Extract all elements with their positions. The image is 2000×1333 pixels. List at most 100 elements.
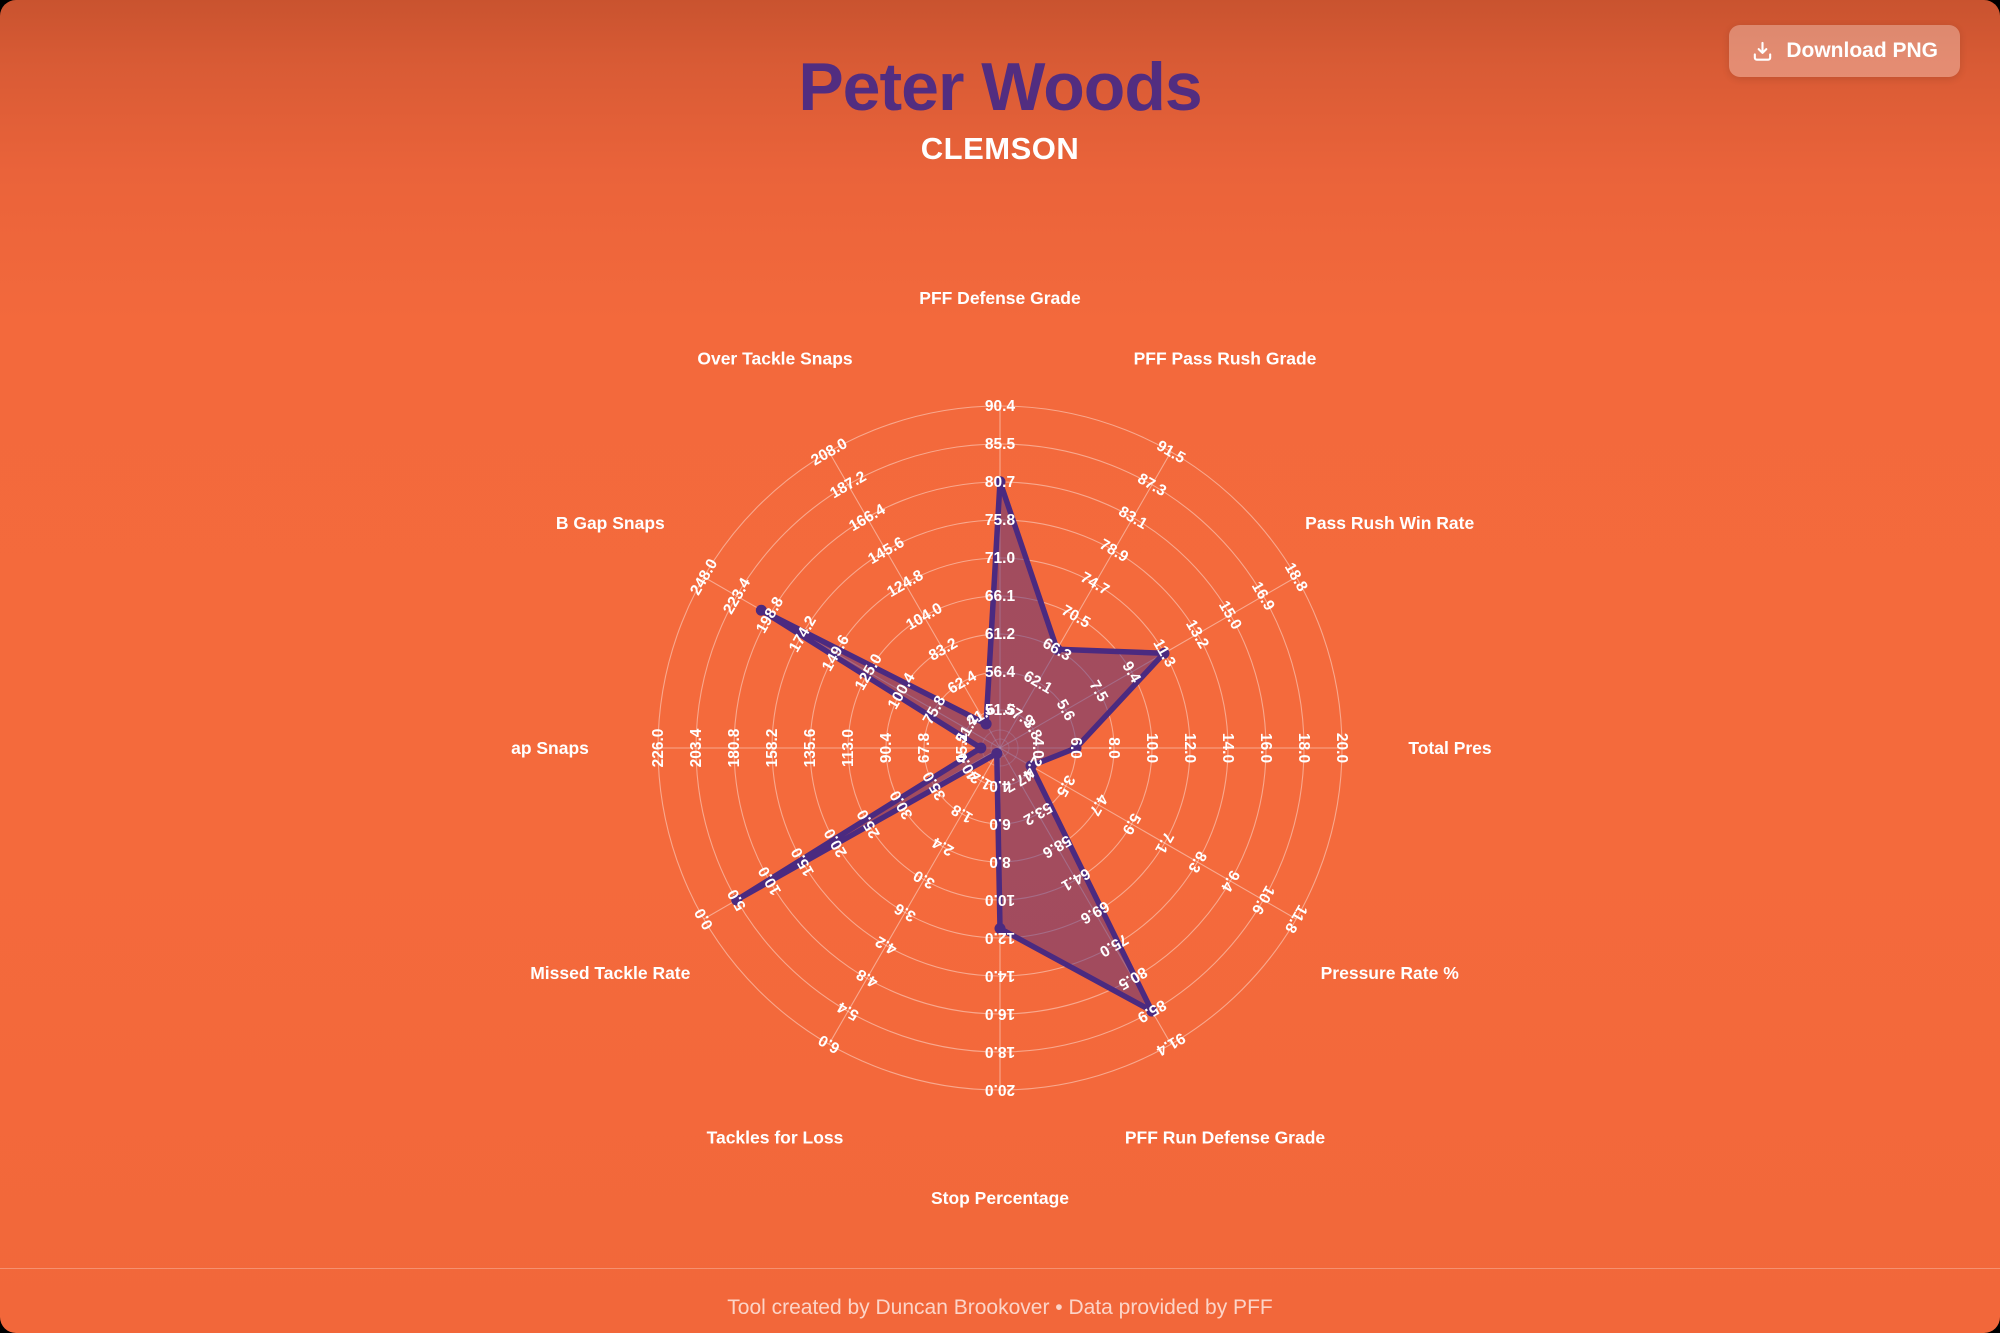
axis-label: Over Tackle Snaps	[697, 348, 853, 368]
tick-label: 78.9	[1096, 536, 1131, 566]
tick-label: 90.4	[878, 733, 895, 764]
tick-label: 2.4	[929, 833, 956, 859]
tick-label: 113.0	[840, 729, 857, 767]
tick-label: 3.0	[911, 866, 938, 892]
tick-label: 8.0	[1105, 737, 1122, 759]
vertex-dot	[731, 894, 743, 906]
download-button-label: Download PNG	[1786, 39, 1938, 62]
tick-label: 10.0	[985, 891, 1015, 908]
tick-label: 9.4	[1217, 867, 1243, 894]
tick-label: 180.8	[726, 728, 743, 767]
tick-label: 10.6	[1248, 882, 1278, 917]
vertex-dot	[975, 742, 987, 754]
tick-label: 248.0	[687, 556, 721, 598]
tick-label: 66.1	[985, 588, 1016, 605]
axis-label: Stop Percentage	[931, 1188, 1069, 1208]
tick-label: 6.0	[1067, 737, 1084, 759]
vertex-dot	[994, 476, 1006, 488]
tick-label: 16.0	[1257, 733, 1274, 763]
tick-label: 83.1	[1115, 503, 1150, 533]
tick-label: 8.0	[989, 853, 1011, 870]
tick-label: 5.9	[1118, 810, 1144, 837]
tick-label: 6.0	[816, 1031, 843, 1057]
tick-label: 51.5	[985, 702, 1016, 719]
tick-label: 226.0	[650, 729, 667, 768]
tick-label: 145.6	[865, 534, 907, 568]
tick-label: 4.8	[853, 965, 880, 991]
vertex-dot	[991, 747, 1003, 759]
tick-label: 62.4	[945, 668, 980, 698]
tick-label: 3.6	[891, 899, 918, 925]
tick-label: 16.0	[985, 1005, 1015, 1022]
download-icon	[1751, 40, 1774, 63]
tick-label: 45.2	[954, 733, 971, 763]
tick-label: 91.5	[1153, 437, 1188, 467]
tick-label: 4.7	[1086, 791, 1112, 818]
vertex-dot	[1146, 1005, 1158, 1017]
tick-label: 5.0	[724, 886, 750, 913]
tick-label: 18.0	[985, 1043, 1015, 1060]
axis-label: Total Pres	[1408, 738, 1492, 758]
tick-label: 87.3	[1134, 470, 1169, 500]
vertex-dot	[980, 718, 992, 730]
tick-label: 0.0	[691, 905, 717, 932]
vertex-dot	[1158, 647, 1170, 659]
tick-label: 166.4	[846, 501, 888, 535]
tick-label: 4.0	[989, 777, 1011, 794]
tick-label: 198.8	[753, 594, 787, 636]
tick-label: 5.4	[834, 998, 861, 1024]
axis-label: Tackles for Loss	[707, 1128, 844, 1148]
tick-label: 18.0	[1295, 733, 1312, 763]
tick-label: 61.2	[985, 626, 1015, 643]
tick-label: 10.0	[755, 863, 785, 898]
tick-label: 203.4	[688, 728, 705, 767]
axis-labels: PFF Defense Grade PFF Pass Rush Grade Pass…	[511, 288, 1492, 1208]
tick-label: 104.0	[903, 600, 945, 634]
tick-label: 8.3	[1184, 848, 1210, 875]
axis-label: B Gap Snaps	[556, 513, 665, 533]
axis-label: Missed Tackle Rate	[530, 963, 690, 983]
tick-label: 56.4	[985, 664, 1016, 681]
tick-label: 1.8	[948, 800, 975, 826]
axis-label: PFF Pass Rush Grade	[1134, 348, 1317, 368]
vertex-dot	[1025, 760, 1037, 772]
tick-label: 158.2	[764, 729, 781, 768]
tick-label: 124.8	[884, 567, 926, 601]
tick-label: 80.7	[985, 474, 1015, 491]
tick-label: 4.0	[1029, 737, 1046, 759]
tick-label: 12.0	[985, 929, 1015, 946]
tick-label: 20.0	[1333, 733, 1350, 763]
tick-label: 70.5	[1058, 602, 1093, 632]
tick-label: 85.5	[985, 436, 1016, 453]
vertex-dot	[1051, 643, 1063, 655]
tick-label: 91.4	[1153, 1029, 1188, 1059]
tick-label: 208.0	[808, 435, 850, 469]
axis-label: PFF Defense Grade	[919, 288, 1081, 308]
tick-label: 67.8	[916, 733, 933, 764]
footer-divider	[0, 1268, 2000, 1269]
axis-label: Pressure Rate %	[1321, 963, 1460, 983]
vertex-dots	[731, 476, 1170, 1017]
tick-label: 187.2	[827, 468, 869, 502]
tick-label: 4.2	[873, 932, 900, 958]
tick-label: 3.5	[1052, 772, 1078, 799]
tick-label: 6.0	[989, 815, 1011, 832]
axis-label: PFF Run Defense Grade	[1125, 1128, 1326, 1148]
tick-label: 18.8	[1281, 560, 1311, 595]
download-png-button[interactable]: Download PNG	[1729, 25, 1960, 77]
tick-label: 223.4	[720, 575, 754, 617]
tick-label: 135.6	[802, 728, 819, 767]
tick-label: 15.0	[1215, 598, 1245, 633]
tick-label: 12.0	[1181, 733, 1198, 763]
tick-label: 10.0	[1143, 733, 1160, 763]
tick-label: 20.0	[985, 1081, 1015, 1098]
vertex-dot	[1070, 742, 1082, 754]
tick-label: 90.4	[985, 398, 1016, 415]
tick-label: 75.8	[985, 512, 1016, 529]
tick-label: 14.0	[985, 967, 1015, 984]
footer-credit: Tool created by Duncan Brookover • Data …	[727, 1296, 1273, 1319]
tick-label: 16.9	[1248, 579, 1278, 614]
tick-label: 74.7	[1077, 569, 1112, 599]
